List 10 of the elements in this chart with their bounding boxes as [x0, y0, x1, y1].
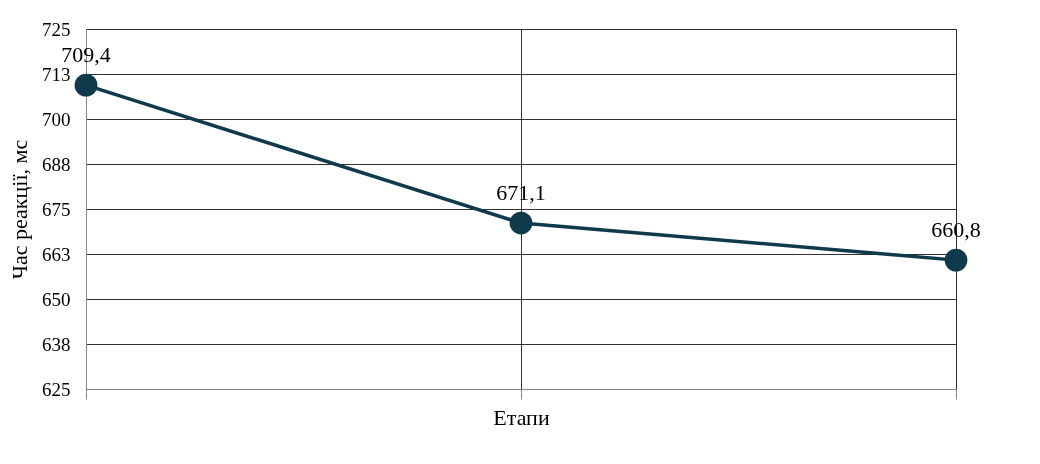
- y-tick-label: 688: [42, 153, 71, 175]
- y-axis-title: Час реакції, мс: [7, 139, 32, 280]
- y-tick-label: 700: [42, 108, 71, 130]
- y-tick-label: 638: [42, 333, 71, 355]
- y-tick-label: 725: [42, 18, 71, 40]
- x-axis-title: Етапи: [493, 405, 550, 430]
- y-tick-label: 663: [42, 243, 71, 265]
- y-tick-label: 675: [42, 198, 71, 220]
- y-tick-label: 650: [42, 288, 71, 310]
- y-tick-label: 625: [42, 378, 71, 400]
